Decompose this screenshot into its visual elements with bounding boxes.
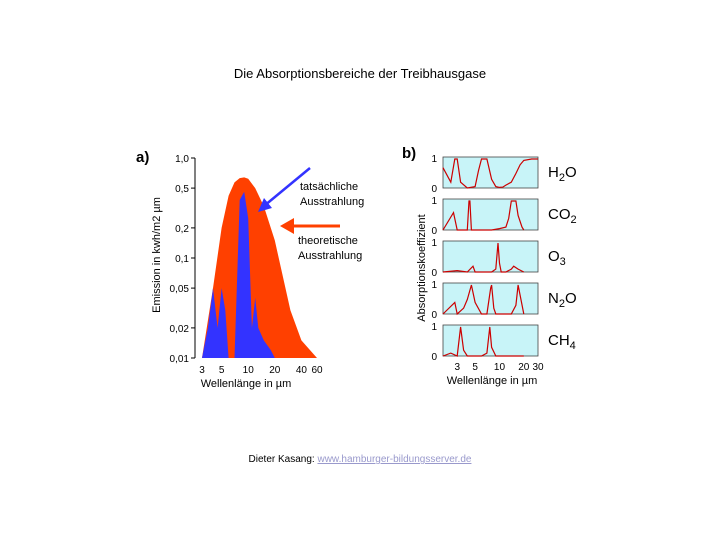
x-tick-label-a: 60 xyxy=(311,365,323,376)
annotation-theoretical: theoretische Ausstrahlung xyxy=(298,235,362,262)
series-area-actual xyxy=(202,191,275,358)
y-tick-label-b: 1 xyxy=(431,196,437,207)
chart-b: b) Absorptionskoeffizient 10H2O10CO210O3… xyxy=(402,145,577,387)
series-area-theoretical xyxy=(202,177,317,358)
gas-label-co2: CO2 xyxy=(548,206,577,226)
annotation-arrowhead-actual xyxy=(258,198,272,212)
y-axis-label-a: Emission in kwh/m2 µm xyxy=(151,197,163,313)
absorption-line-o3 xyxy=(442,242,525,273)
y-tick-label-b: 1 xyxy=(431,322,437,333)
y-tick-label-b: 0 xyxy=(431,226,437,237)
y-tick-label-b: 1 xyxy=(431,238,437,249)
page-title: Die Absorptionsbereiche der Treibhausgas… xyxy=(233,66,487,81)
y-tick-label-a: 0,1 xyxy=(175,254,189,265)
gas-panel-n2o: 1 0 N2O xyxy=(431,280,576,321)
absorption-line-h2o xyxy=(442,158,538,189)
plot-area-a xyxy=(202,177,317,358)
y-tick-label-a: 0,5 xyxy=(175,184,189,195)
y-tick-label-a: 0,2 xyxy=(175,224,189,235)
x-tick-label-b: 5 xyxy=(472,362,478,373)
x-tick-label-a: 20 xyxy=(269,365,281,376)
absorption-line-n2o xyxy=(442,284,525,316)
y-tick-label-a: 0,02 xyxy=(170,324,190,335)
gas-label-h2o: H2O xyxy=(548,164,577,184)
x-axis-label-b: Wellenlänge in µm xyxy=(447,375,538,387)
absorption-line-co2 xyxy=(442,200,525,231)
y-tick-label-b: 0 xyxy=(431,184,437,195)
gas-label-n2o: N2O xyxy=(548,290,577,310)
gas-panel-h2o: 1 0 H2O xyxy=(431,154,576,195)
x-tick-label-a: 40 xyxy=(296,365,308,376)
gas-label-ch4: CH4 xyxy=(548,332,576,352)
panel-background xyxy=(442,198,539,231)
x-tick-label-b: 20 xyxy=(518,362,530,373)
gas-panel-o3: 1 0 O3 xyxy=(431,238,565,279)
panel-label-a: a) xyxy=(136,149,149,166)
y-tick-label-a: 0,01 xyxy=(170,354,190,365)
gas-label-o3: O3 xyxy=(548,248,566,268)
footer-link[interactable]: www.hamburger-bildungsserver.de xyxy=(317,454,472,465)
absorption-line-ch4 xyxy=(442,326,524,357)
y-tick-label-a: 0,05 xyxy=(170,284,190,295)
y-tick-label-b: 0 xyxy=(431,310,437,321)
x-tick-label-b: 30 xyxy=(532,362,544,373)
y-tick-label-b: 1 xyxy=(431,280,437,291)
x-axis-label-a: Wellenlänge in µm xyxy=(201,378,292,390)
y-ticks-a: 1,0 0,5 0,2 0,1 0,05 0,02 0,01 xyxy=(170,154,195,365)
footer-author: Dieter Kasang: xyxy=(248,454,315,465)
y-tick-label-b: 0 xyxy=(431,352,437,363)
y-tick-label-b: 0 xyxy=(431,268,437,279)
gas-panel-co2: 1 0 CO2 xyxy=(431,196,576,237)
panel-background xyxy=(442,240,539,273)
panel-label-b: b) xyxy=(402,145,416,162)
annotation-arrowhead-theoretical xyxy=(280,218,294,234)
y-axis-label-b: Absorptionskoeffizient xyxy=(416,214,428,321)
annotation-actual: tatsächliche Ausstrahlung xyxy=(300,181,364,208)
x-tick-label-b: 3 xyxy=(454,362,460,373)
x-tick-label-b: 10 xyxy=(494,362,506,373)
x-tick-label-a: 5 xyxy=(219,365,225,376)
x-ticks-b: 3 5 10 20 30 xyxy=(454,362,544,373)
x-tick-label-a: 10 xyxy=(243,365,255,376)
chart-a: a) Emission in kwh/m2 µm 1,0 0,5 0,2 0,1 0,0… xyxy=(136,149,364,390)
x-ticks-a: 3 5 10 20 40 60 xyxy=(199,365,323,376)
x-tick-label-a: 3 xyxy=(199,365,205,376)
annotation-arrow-actual xyxy=(263,167,311,207)
y-tick-label-a: 1,0 xyxy=(175,154,189,165)
gas-panel-ch4: 1 0 CH4 xyxy=(431,322,575,363)
footer: Dieter Kasang: www.hamburger-bildungsser… xyxy=(0,454,720,465)
y-tick-label-b: 1 xyxy=(431,154,437,165)
